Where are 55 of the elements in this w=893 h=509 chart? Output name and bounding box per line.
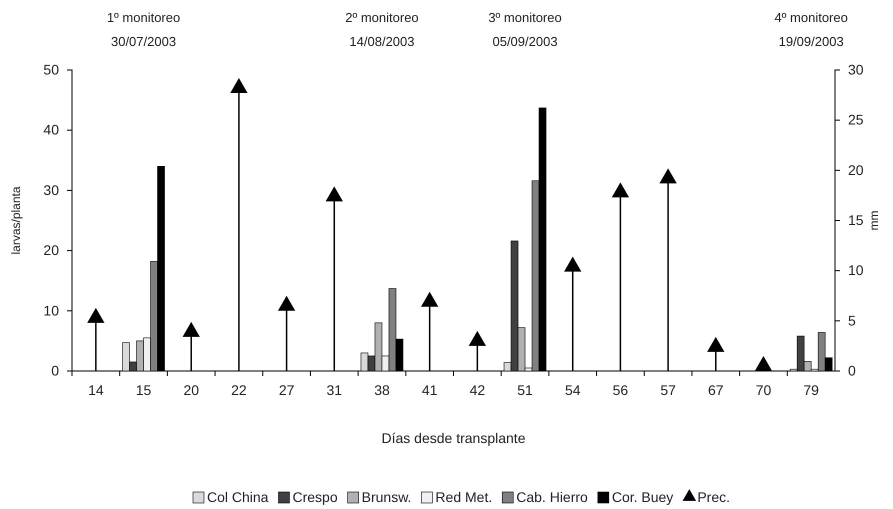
legend-label: Prec.: [697, 489, 730, 505]
y2-tick-label: 10: [848, 262, 864, 278]
point: [659, 168, 677, 184]
y-tick-label: 0: [51, 362, 60, 378]
x-tick-label: 42: [470, 382, 486, 398]
y-axis-title: larvas/planta: [9, 186, 23, 255]
y-tick-label: 40: [43, 122, 60, 138]
x-tick-label: 38: [374, 382, 390, 398]
y2-tick-label: 15: [848, 212, 864, 228]
x-tick-label: 57: [660, 382, 676, 398]
point: [468, 330, 486, 346]
point: [707, 336, 724, 352]
point: [612, 182, 630, 198]
y2-tick-label: 5: [848, 312, 856, 328]
x-tick-label: 51: [517, 382, 534, 398]
legend-label: Crespo: [292, 489, 338, 505]
x-tick-label: 79: [803, 382, 820, 398]
legend-label: Cab. Hierro: [516, 489, 588, 505]
legend-label: Cor. Buey: [612, 489, 674, 505]
x-tick-label: 15: [136, 382, 152, 398]
x-tick-label: 31: [326, 382, 342, 398]
text: 2º monitoreo 14/08/2003: [345, 10, 419, 49]
point: [564, 256, 582, 272]
x-tick-label: 41: [422, 382, 438, 398]
text: 3º monitoreo 05/09/2003: [488, 10, 562, 49]
y2-tick-label: 0: [848, 362, 856, 378]
y-tick-label: 10: [43, 302, 60, 318]
point: [278, 296, 296, 311]
legend-label: Brunsw.: [362, 489, 412, 505]
point: [87, 308, 105, 323]
y2-tick-label: 30: [848, 61, 864, 78]
point: [326, 186, 343, 202]
y2-tick-label: 25: [848, 112, 864, 128]
x-axis-title: Días desde transplante: [382, 430, 526, 446]
x-tick-label: 14: [88, 382, 104, 398]
x-tick-label: 22: [231, 382, 247, 398]
y-tick-label: 20: [43, 242, 60, 258]
text: 1º monitoreo 30/07/2003: [106, 10, 180, 49]
y-tick-label: 30: [43, 182, 60, 198]
y-tick-label: 50: [43, 61, 60, 78]
text: 4º monitoreo 19/09/2003: [774, 10, 848, 49]
legend-label: Red Met.: [435, 489, 492, 505]
x-tick-label: 27: [278, 382, 295, 398]
y2-tick-label: 20: [848, 162, 864, 178]
x-tick-label: 20: [183, 382, 200, 398]
x-tick-label: 56: [612, 382, 628, 398]
point: [230, 78, 248, 94]
x-tick-label: 54: [564, 382, 581, 398]
point: [420, 292, 438, 307]
x-tick-label: 67: [708, 382, 724, 398]
legend-label: Col China: [206, 489, 269, 505]
point: [182, 322, 200, 337]
x-tick-label: 70: [756, 382, 772, 398]
y2-axis-title: mm: [867, 210, 881, 230]
point: [754, 356, 772, 371]
